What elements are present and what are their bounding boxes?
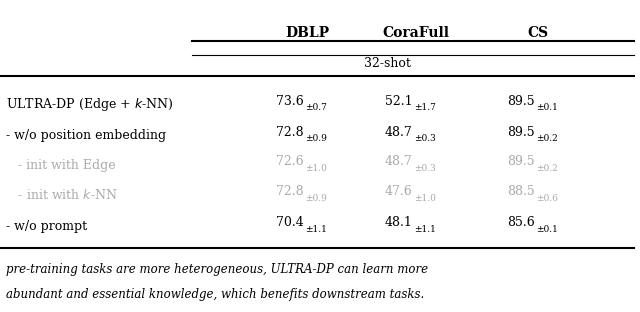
Text: 32-shot: 32-shot	[364, 57, 411, 71]
Text: ±1.1: ±1.1	[305, 225, 327, 234]
Text: DBLP: DBLP	[285, 26, 329, 40]
Text: 89.5: 89.5	[507, 95, 534, 108]
Text: 48.7: 48.7	[385, 126, 413, 139]
Text: ±1.0: ±1.0	[414, 194, 436, 202]
Text: 48.1: 48.1	[385, 216, 413, 229]
Text: 52.1: 52.1	[385, 95, 413, 108]
Text: 89.5: 89.5	[507, 126, 534, 139]
Text: CS: CS	[527, 26, 548, 40]
Text: 72.6: 72.6	[276, 155, 304, 168]
Text: 89.5: 89.5	[507, 155, 534, 168]
Text: 72.8: 72.8	[276, 185, 304, 198]
Text: pre-training tasks are more heterogeneous, ULTRA-DP can learn more: pre-training tasks are more heterogeneou…	[6, 263, 429, 276]
Text: ±0.1: ±0.1	[536, 225, 557, 234]
Text: 47.6: 47.6	[385, 185, 413, 198]
Text: - w/o position embedding: - w/o position embedding	[6, 129, 166, 142]
Text: 72.8: 72.8	[276, 126, 304, 139]
Text: ULTRA-DP (Edge + $k$-NN): ULTRA-DP (Edge + $k$-NN)	[6, 96, 173, 113]
Text: CoraFull: CoraFull	[383, 26, 449, 40]
Text: ±0.7: ±0.7	[305, 103, 327, 112]
Text: ±1.7: ±1.7	[414, 103, 436, 112]
Text: - init with Edge: - init with Edge	[6, 159, 116, 172]
Text: 73.6: 73.6	[276, 95, 304, 108]
Text: ±1.0: ±1.0	[305, 164, 327, 173]
Text: 85.6: 85.6	[507, 216, 534, 229]
Text: 48.7: 48.7	[385, 155, 413, 168]
Text: ±0.9: ±0.9	[305, 194, 327, 202]
Text: ±0.3: ±0.3	[414, 134, 436, 143]
Text: 88.5: 88.5	[507, 185, 534, 198]
Text: abundant and essential knowledge, which benefits downstream tasks.: abundant and essential knowledge, which …	[6, 288, 425, 301]
Text: ±0.2: ±0.2	[536, 134, 557, 143]
Text: ±0.6: ±0.6	[536, 194, 557, 202]
Text: ±1.1: ±1.1	[414, 225, 436, 234]
Text: ±0.9: ±0.9	[305, 134, 327, 143]
Text: 70.4: 70.4	[276, 216, 304, 229]
Text: ±0.3: ±0.3	[414, 164, 436, 173]
Text: - w/o prompt: - w/o prompt	[6, 220, 88, 233]
Text: ±0.2: ±0.2	[536, 164, 557, 173]
Text: ±0.1: ±0.1	[536, 103, 557, 112]
Text: - init with $k$-NN: - init with $k$-NN	[6, 188, 118, 202]
